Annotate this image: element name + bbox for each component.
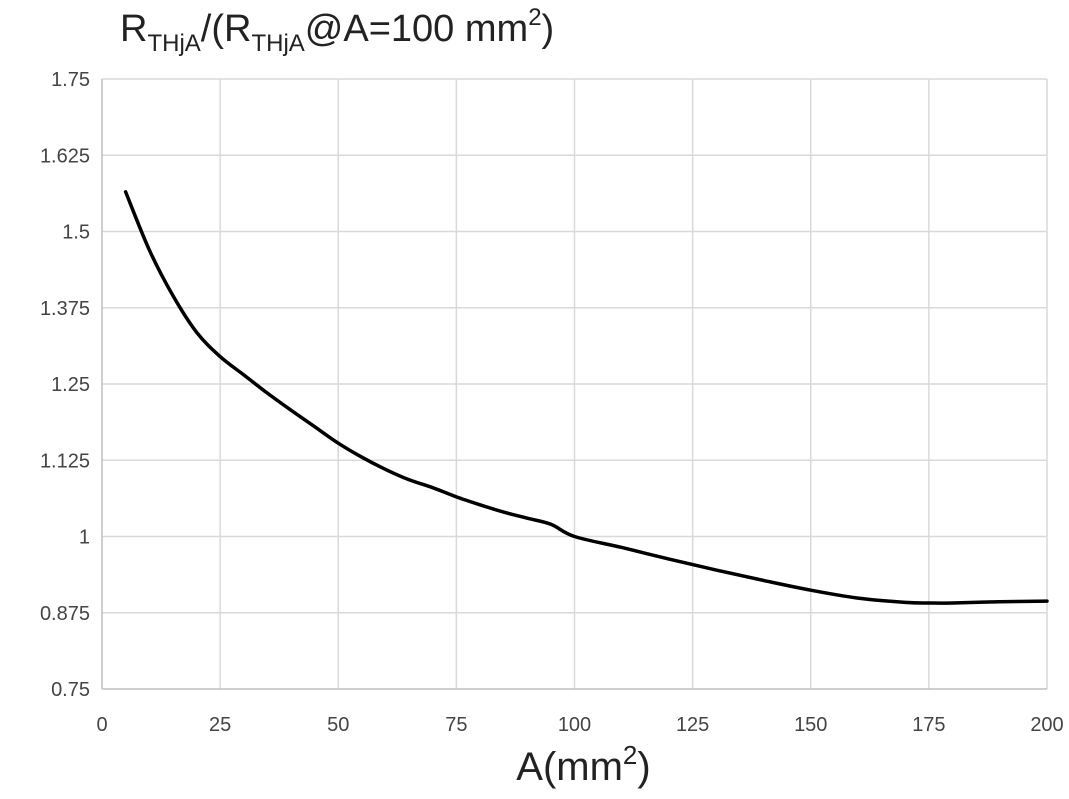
y-tick-label: 1: [79, 527, 90, 549]
x-tick-label: 0: [96, 714, 107, 736]
title-subscript-2: THjA: [251, 30, 305, 57]
x-tick-label: 125: [676, 714, 709, 736]
x-tick-label: 75: [445, 714, 467, 736]
x-tick-label: 100: [558, 714, 591, 736]
title-text-close: ): [541, 8, 555, 50]
y-tick-label: 0.875: [40, 603, 90, 625]
title-text-after: @A=100 mm: [304, 8, 529, 50]
x-tick-label: 200: [1030, 714, 1063, 736]
y-tick-label: 1.75: [51, 69, 90, 91]
title-superscript: 2: [528, 4, 542, 31]
y-tick-label: 1.25: [51, 374, 90, 396]
y-tick-label: 1.625: [40, 145, 90, 167]
title-text-r: R: [120, 8, 148, 50]
y-tick-label: 1.125: [40, 450, 90, 472]
y-tick-label: 1.375: [40, 298, 90, 320]
series-line: [123, 190, 1049, 605]
title-text-mid: /(R: [200, 8, 252, 50]
x-axis-title-text: A(mm: [516, 745, 623, 789]
axes: [101, 79, 1047, 690]
y-tick-labels: 0.75 0.875 1 1.125 1.25 1.375 1.5 1.625 1.75: [40, 69, 90, 701]
y-tick-label: 0.75: [51, 679, 90, 701]
chart-title: RTHjA/(RTHjA@A=100 mm2): [120, 4, 554, 59]
x-tick-labels: 0 25 50 75 100 125 150 175 200: [96, 714, 1063, 736]
gridlines: [102, 78, 1048, 689]
y-tick-label: 1.5: [62, 222, 90, 244]
x-tick-label: 25: [209, 714, 231, 736]
x-tick-label: 150: [794, 714, 827, 736]
series-group: [123, 190, 1049, 605]
title-subscript-1: THjA: [147, 30, 201, 57]
x-axis-title-close: ): [637, 745, 651, 789]
x-tick-label: 50: [327, 714, 349, 736]
x-axis-title: A(mm2): [0, 740, 1069, 790]
x-axis-title-superscript: 2: [622, 740, 638, 770]
x-tick-label: 175: [912, 714, 945, 736]
